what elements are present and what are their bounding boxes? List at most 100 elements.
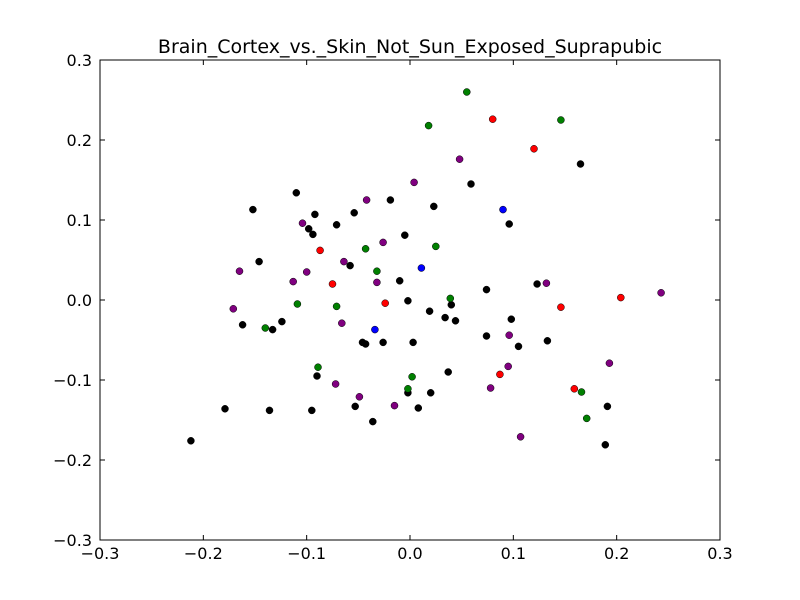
data-point xyxy=(369,417,377,426)
data-point xyxy=(576,160,585,168)
data-point xyxy=(441,313,449,322)
data-point xyxy=(304,225,313,233)
data-point xyxy=(410,178,418,187)
data-point xyxy=(350,209,358,217)
x-tick-label: 0.2 xyxy=(604,544,629,563)
data-point xyxy=(373,267,381,275)
data-point xyxy=(482,285,491,294)
x-tick-label: −0.2 xyxy=(184,544,223,563)
data-point xyxy=(229,305,238,313)
data-point xyxy=(570,385,579,393)
data-point xyxy=(249,205,257,214)
data-point xyxy=(408,373,416,381)
y-axis: −0.3 −0.2 −0.1 0.0 0.1 0.2 0.3 xyxy=(53,51,720,550)
data-point xyxy=(292,189,301,197)
data-point xyxy=(424,121,433,130)
data-point xyxy=(395,277,404,285)
data-point xyxy=(316,246,324,255)
data-point xyxy=(361,340,370,348)
data-point xyxy=(507,315,516,323)
data-point xyxy=(265,406,274,415)
data-point xyxy=(338,319,346,327)
data-point xyxy=(404,385,412,393)
data-point xyxy=(379,338,387,347)
y-tick-label: 0.0 xyxy=(67,291,92,310)
data-point xyxy=(530,145,538,153)
data-point xyxy=(514,342,523,351)
data-point xyxy=(221,405,229,413)
data-point xyxy=(351,402,359,411)
plot-area-frame xyxy=(99,59,721,541)
data-point xyxy=(261,324,270,332)
data-point xyxy=(235,267,244,275)
data-point xyxy=(426,389,435,397)
data-point xyxy=(314,363,322,371)
y-tick-label: 0.2 xyxy=(67,131,92,150)
y-tick-label: −0.3 xyxy=(53,531,92,550)
data-point xyxy=(605,359,614,367)
data-point xyxy=(313,372,321,380)
x-tick-label: −0.1 xyxy=(287,544,326,563)
data-point xyxy=(328,280,337,288)
data-point xyxy=(332,221,341,229)
data-point xyxy=(355,393,364,401)
data-point xyxy=(657,289,665,297)
series-3 xyxy=(316,115,625,393)
data-point xyxy=(446,294,455,303)
data-point xyxy=(373,278,381,287)
data-point xyxy=(238,321,247,329)
data-point xyxy=(362,196,371,204)
data-point xyxy=(371,325,379,334)
data-point xyxy=(432,242,440,251)
data-point xyxy=(187,437,195,445)
data-points xyxy=(187,88,665,449)
data-point xyxy=(617,293,625,302)
series-1 xyxy=(229,155,665,441)
data-point xyxy=(401,231,409,239)
series-2 xyxy=(261,88,591,423)
x-tick-label: −0.3 xyxy=(81,544,120,563)
data-point xyxy=(417,264,426,272)
data-point xyxy=(482,332,491,340)
data-point xyxy=(298,219,307,227)
data-point xyxy=(516,433,525,441)
data-point xyxy=(293,300,302,308)
data-point xyxy=(268,325,277,334)
data-point xyxy=(331,380,340,388)
series-0 xyxy=(187,160,612,449)
data-point xyxy=(404,297,412,305)
y-tick-label: 0.3 xyxy=(67,51,92,70)
data-point xyxy=(346,261,354,270)
data-point xyxy=(577,388,586,396)
data-point xyxy=(467,180,475,188)
data-point xyxy=(488,115,497,123)
data-point xyxy=(486,384,495,392)
data-point xyxy=(542,279,551,287)
data-point xyxy=(447,301,456,309)
data-point xyxy=(557,116,565,124)
data-point xyxy=(451,317,460,325)
data-point xyxy=(255,257,263,266)
data-point xyxy=(603,402,612,411)
data-point xyxy=(278,317,286,326)
data-point xyxy=(504,362,512,371)
data-point xyxy=(302,268,311,276)
x-tick-label: 0.0 xyxy=(397,544,422,563)
data-point xyxy=(379,238,387,247)
data-point xyxy=(557,303,565,311)
data-point xyxy=(543,337,552,345)
y-tick-label: −0.2 xyxy=(53,451,92,470)
data-point xyxy=(463,88,471,96)
data-point xyxy=(332,302,341,311)
data-point xyxy=(505,331,513,339)
data-point xyxy=(309,230,317,239)
data-point xyxy=(455,155,464,163)
data-point xyxy=(386,196,395,204)
data-point xyxy=(444,368,452,376)
data-point xyxy=(496,370,504,379)
data-point xyxy=(430,202,438,211)
data-point xyxy=(533,280,541,288)
series-4 xyxy=(371,205,507,334)
